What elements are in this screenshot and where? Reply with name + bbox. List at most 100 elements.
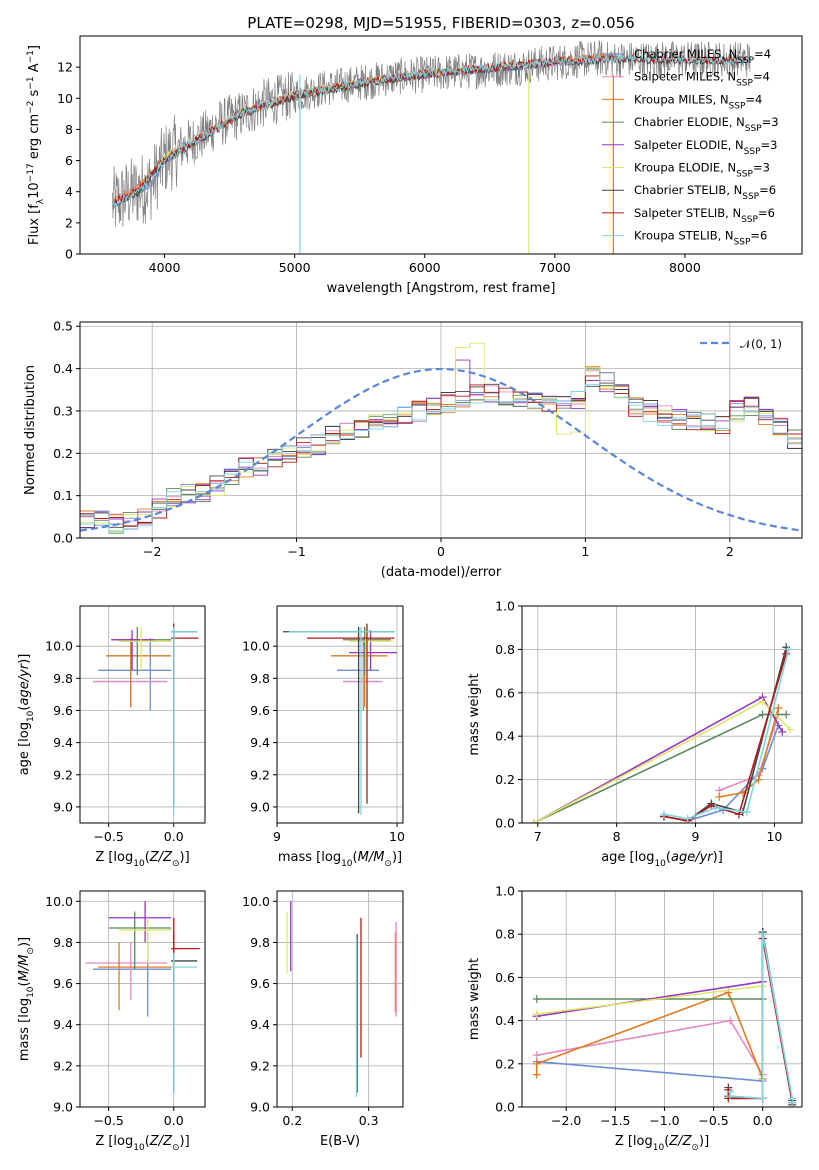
- legend-entry-kroupa-miles-n-ssp-4: Kroupa MILES, NSSP=4: [634, 92, 762, 111]
- weight-line-kroupa-stelib: [663, 649, 790, 820]
- x-tick-label: 6000: [409, 260, 441, 275]
- y-tick-label: 9.0: [53, 1100, 73, 1115]
- legend-entry-chabrier-elodie-n-ssp-3: Chabrier ELODIE, NSSP=3: [634, 115, 779, 134]
- model-line-chabrier-miles-n-ssp-4: [112, 53, 608, 207]
- weight-marker: [724, 1085, 733, 1094]
- x-tick-label: −2.0: [551, 1113, 581, 1128]
- x-tick-label: 0.0: [164, 829, 184, 844]
- errorbar-salpeter-stelib: [171, 917, 200, 1062]
- y-tick-label: 9.4: [53, 1017, 73, 1032]
- x-axis-label: wavelength [Angstrom, rest frame]: [327, 281, 556, 296]
- y-axis-label: Flux [fλ10−17 erg cm−2 s−1 A−1]: [26, 45, 46, 245]
- mass_vs_Z-panel: −0.5 0.0 9.0 9.2 9.4 9.6 9.8 10.0 Z [log10(Z/Z⊙)…: [17, 890, 206, 1153]
- figure-title: PLATE=0298, MJD=51955, FIBERID=0303, z=0…: [247, 14, 634, 32]
- legend-entry-salpeter-stelib-n-ssp-6: Salpeter STELIB, NSSP=6: [634, 206, 775, 225]
- weight-marker: [758, 710, 767, 719]
- errorbar-kroupa-elodie: [349, 626, 394, 671]
- y-tick-label: 9.4: [53, 735, 73, 750]
- weight-marker: [659, 810, 668, 819]
- weight-marker: [532, 995, 541, 1003]
- weight-marker: [532, 1059, 541, 1068]
- model-line-kroupa-stelib-n-ssp-6: [112, 53, 750, 209]
- legend-entry-salpeter-miles-n-ssp-4: Salpeter MILES, NSSP=4: [634, 70, 770, 89]
- x-axis-label: E(B-V): [320, 1134, 360, 1149]
- errorbar-salpeter-stelib: [171, 623, 199, 804]
- errorbar-salpeter-stelib: [307, 623, 395, 804]
- weight-line-salpeter-elodie: [536, 934, 764, 1018]
- weight-line-chabrier-miles: [536, 934, 764, 1082]
- y-axis-label: mass [log10(M/M⊙)]: [17, 937, 36, 1061]
- y-tick-label: 6: [65, 153, 73, 168]
- y-tick-label: 8: [65, 122, 73, 137]
- age_vs_Z-panel: −0.5 0.0 9.0 9.2 9.4 9.6 9.8 10.0 Z [log10(Z/Z⊙)…: [17, 605, 206, 869]
- histogram-kroupa-miles: [80, 366, 802, 515]
- residuals-panel: −2 −1 0 1 2 0.0 0.1 0.2 0.3 0.4 0.5 (data-model)/er…: [23, 319, 803, 580]
- weight-line-kroupa-miles: [535, 991, 764, 1080]
- weight-marker: [758, 1094, 767, 1103]
- y-tick-label: 0.0: [495, 1100, 515, 1115]
- spectrum-plot-area: [112, 40, 751, 254]
- histogram-salpeter-stelib: [80, 372, 802, 527]
- y-tick-label: 0.2: [53, 446, 73, 461]
- axes-frame: [79, 35, 803, 255]
- mass_vs_Z-plot-area: [85, 901, 200, 1095]
- massweight_vs_Z-plot-area: [532, 928, 797, 1107]
- y-tick-label: 0.6: [495, 685, 515, 700]
- errorbar-salpeter-miles: [85, 942, 168, 1001]
- weight-line-kroupa-elodie: [536, 934, 764, 1015]
- legend-entry-kroupa-elodie-n-ssp-3: Kroupa ELODIE, NSSP=3: [634, 161, 770, 180]
- x-tick-label: 4000: [149, 260, 181, 275]
- weight-marker: [726, 1016, 735, 1025]
- errorbar-kroupa-miles: [106, 638, 172, 708]
- weight-marker: [532, 1010, 541, 1019]
- y-tick-label: 9.2: [250, 1058, 270, 1073]
- x-axis-label: age [log10(age/yr)]: [601, 850, 723, 869]
- histogram-kroupa-stelib: [80, 372, 802, 533]
- mass_vs_ebv-panel: 0.2 0.3 9.0 9.2 9.4 9.6 9.8 10.0 E(B-V): [242, 890, 404, 1149]
- age_vs_Z-plot-area: [93, 623, 199, 815]
- y-tick-label: 9.6: [53, 976, 73, 991]
- x-tick-label: 7: [534, 829, 542, 844]
- y-tick-label: 9.6: [250, 976, 270, 991]
- axes-frame: [276, 890, 404, 1108]
- y-tick-label: 0.8: [495, 642, 515, 657]
- y-tick-label: 12: [57, 60, 73, 75]
- x-tick-label: 9: [692, 829, 700, 844]
- y-tick-label: 9.6: [53, 703, 73, 718]
- x-tick-label: 8000: [669, 260, 701, 275]
- histogram-salpeter-elodie: [80, 359, 802, 530]
- y-tick-label: 0.4: [53, 361, 73, 376]
- weight-line-salpeter-miles: [536, 934, 764, 1078]
- y-tick-label: 9.8: [53, 935, 73, 950]
- y-tick-label: 10.0: [45, 639, 73, 654]
- y-tick-label: 9.2: [53, 1058, 73, 1073]
- y-tick-label: 0.0: [53, 531, 73, 546]
- weight-marker: [532, 1070, 541, 1079]
- y-tick-label: 0: [65, 247, 73, 262]
- errorbar-kroupa-stelib: [171, 952, 198, 1095]
- y-tick-label: 9.4: [250, 735, 270, 750]
- x-tick-label: 0.2: [282, 1113, 302, 1128]
- legend-entry-chabrier-stelib-n-ssp-6: Chabrier STELIB, NSSP=6: [634, 183, 776, 202]
- weight-marker: [715, 792, 724, 801]
- y-axis-label: mass weight: [467, 673, 482, 755]
- y-tick-label: 0.6: [495, 970, 515, 985]
- weight-marker: [711, 803, 720, 812]
- axes-frame: [79, 890, 206, 1108]
- axes-frame: [276, 605, 404, 824]
- errorbar-chabrier-stelib: [283, 626, 395, 814]
- massweight_vs_Z-panel: −2.0 −1.5 −1.0 −0.5 0.0 0.0 0.2 0.4 0.6 0.8 1.0 Z […: [467, 884, 803, 1153]
- x-tick-label: −0.5: [93, 1113, 123, 1128]
- x-axis-label: mass [log10(M/M⊙)]: [278, 850, 402, 869]
- x-tick-label: 10: [766, 829, 782, 844]
- weight-marker: [788, 1098, 797, 1107]
- errorbar-chabrier-elodie: [108, 911, 172, 970]
- weight-marker: [758, 697, 767, 706]
- weight-marker: [742, 808, 751, 817]
- axes-frame: [521, 605, 803, 824]
- spectrum-panel: 4000 5000 6000 7000 8000 0 2 4 6 8 10 12 wavelength …: [26, 35, 803, 296]
- y-tick-label: 9.8: [250, 671, 270, 686]
- errorbar-kroupa-stelib: [171, 626, 198, 815]
